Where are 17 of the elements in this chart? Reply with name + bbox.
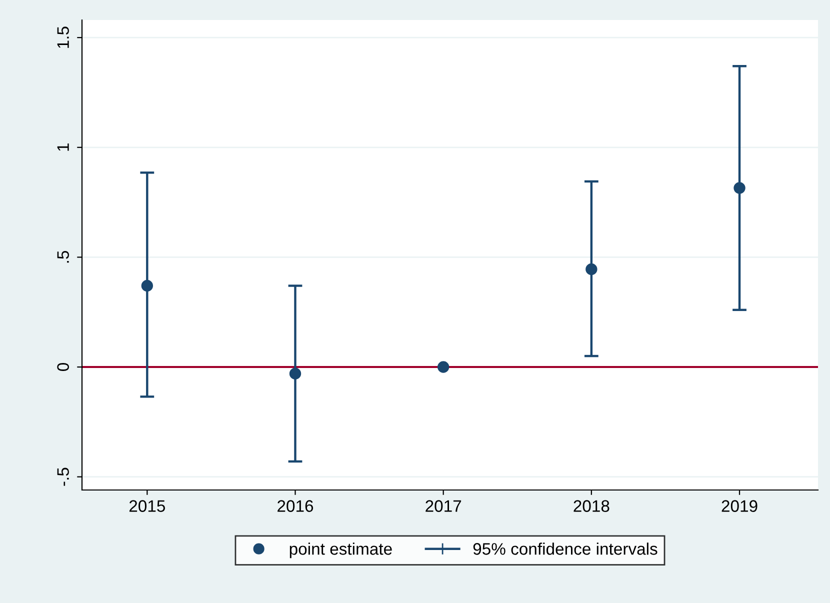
x-tick-label: 2016 [278,500,314,512]
y-tick-label: 1 [57,144,69,151]
y-tick-label: 1.5 [57,26,69,48]
point [437,361,450,373]
legend-label: point estimate [290,542,392,558]
point [289,368,302,380]
x-tick-label: 2017 [426,500,462,512]
x-tick-label: 2015 [129,500,165,512]
x-tick-label: 2019 [722,500,758,512]
point [141,280,154,292]
point [734,182,746,194]
y-tick-label: -.5 [57,468,69,486]
text: 95% confidence intervals [473,542,658,555]
point [586,263,598,276]
y-tick-label: 0 [57,363,69,371]
y-tick-label: .5 [57,250,69,263]
x-tick-label: 2018 [574,500,610,512]
